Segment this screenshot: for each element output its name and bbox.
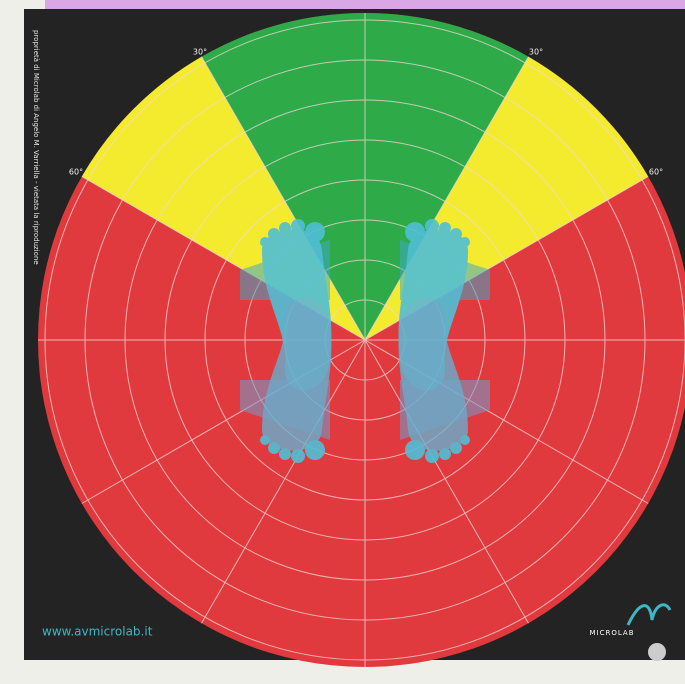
website: www.avmicrolab.it xyxy=(42,625,153,639)
foot xyxy=(262,298,332,451)
angle-label: 60° xyxy=(69,168,83,177)
angle-label: 30° xyxy=(193,48,207,57)
logo-text: MICROLAB xyxy=(589,629,634,637)
logo-mark xyxy=(626,603,672,626)
side-text: proprietà di Microlab di Angelo M. Varri… xyxy=(32,30,40,265)
foot xyxy=(398,298,468,451)
radial-line xyxy=(201,339,366,624)
angle-label: 30° xyxy=(529,48,543,57)
toes xyxy=(260,219,470,463)
radial-line xyxy=(364,339,529,624)
radial-line xyxy=(201,56,366,341)
angle-label: 60° xyxy=(649,168,663,177)
top-strip xyxy=(45,0,685,9)
logo-ball xyxy=(648,643,666,661)
radial-line xyxy=(364,56,529,341)
feet xyxy=(240,219,490,463)
